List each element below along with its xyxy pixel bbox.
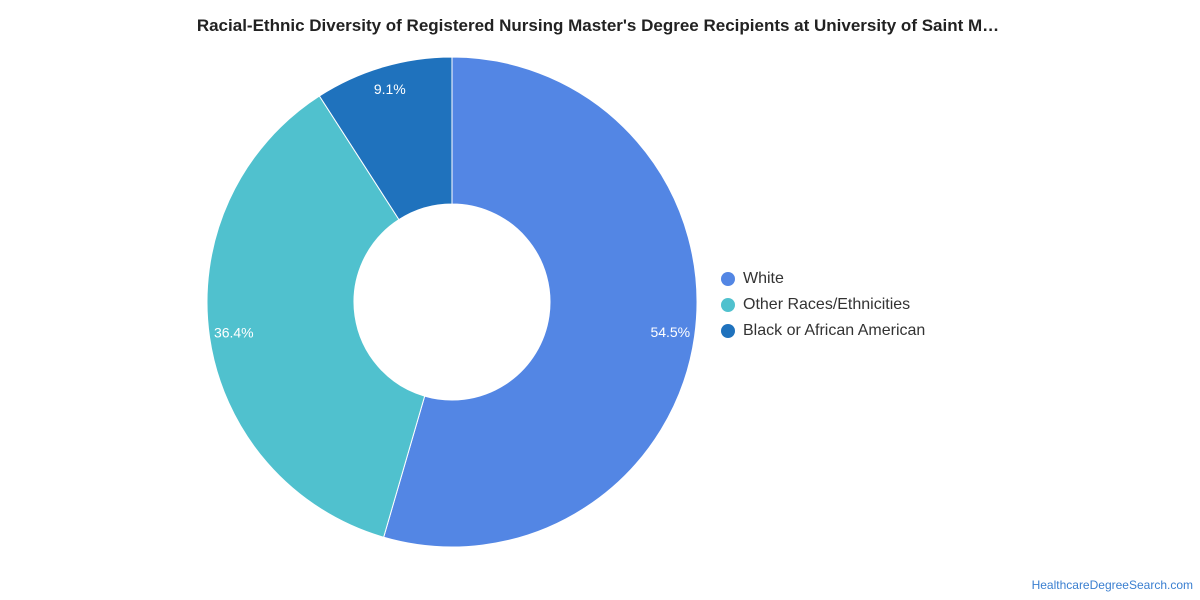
legend-label-black-african-american: Black or African American bbox=[743, 322, 926, 339]
legend-swatch-white bbox=[721, 272, 735, 286]
source-link[interactable]: HealthcareDegreeSearch.com bbox=[1031, 578, 1193, 592]
legend-label-white: White bbox=[743, 270, 784, 287]
slice-label-white: 54.5% bbox=[650, 324, 690, 340]
legend-item-other-races[interactable]: Other Races/Ethnicities bbox=[721, 292, 925, 318]
chart-title: Racial-Ethnic Diversity of Registered Nu… bbox=[196, 16, 1000, 35]
slice-other-races[interactable] bbox=[206, 95, 426, 538]
legend-swatch-black-african-american bbox=[721, 324, 735, 338]
slice-label-other-races: 36.4% bbox=[214, 324, 254, 340]
slice-white[interactable] bbox=[383, 56, 698, 548]
legend-item-white[interactable]: White bbox=[721, 266, 925, 292]
slice-black-african-american[interactable] bbox=[318, 56, 453, 221]
legend-swatch-other-races bbox=[721, 298, 735, 312]
legend: White Other Races/Ethnicities Black or A… bbox=[721, 266, 925, 344]
slice-label-black-african-american: 9.1% bbox=[374, 81, 406, 97]
legend-item-black-african-american[interactable]: Black or African American bbox=[721, 318, 925, 344]
legend-label-other-races: Other Races/Ethnicities bbox=[743, 296, 911, 313]
